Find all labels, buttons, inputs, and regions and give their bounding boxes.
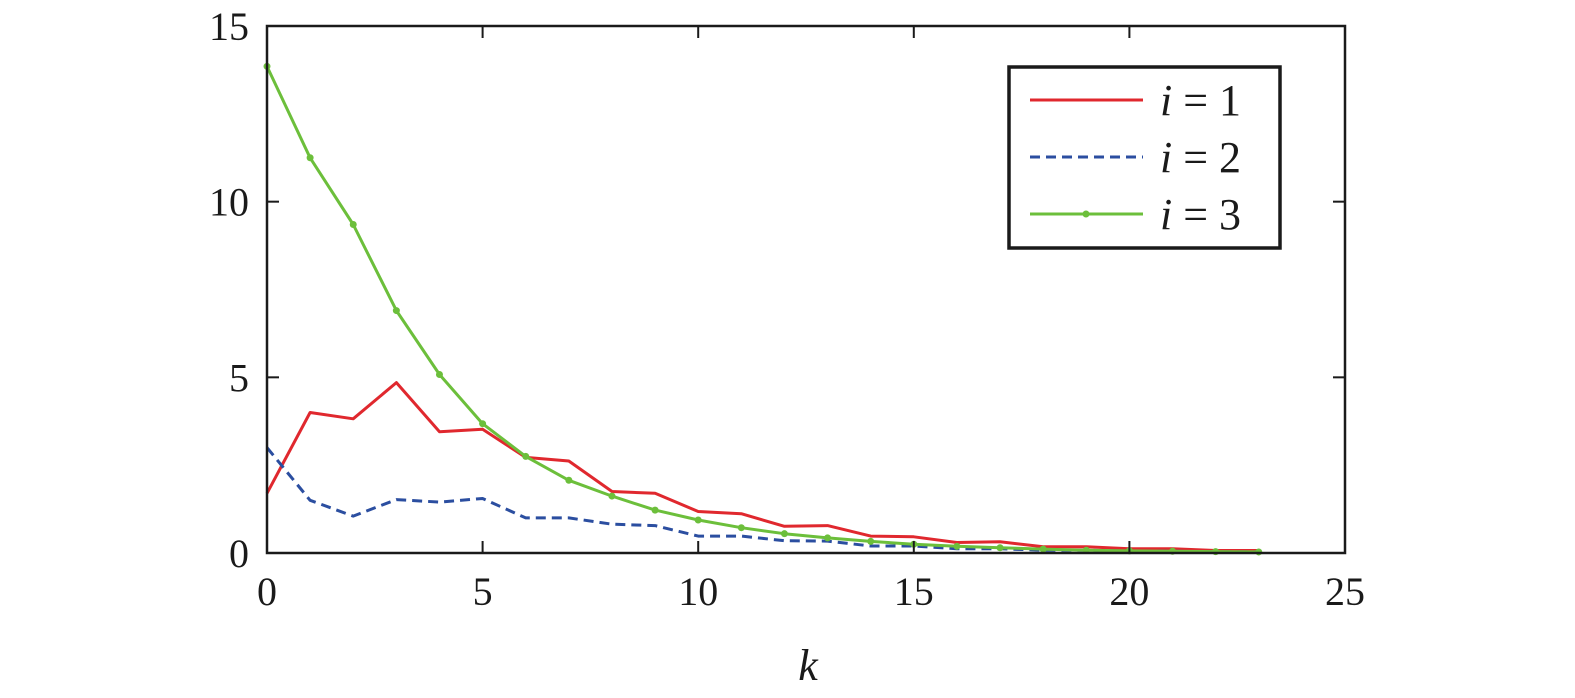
series-point	[953, 542, 961, 550]
series-point	[824, 534, 832, 542]
series-point	[608, 492, 616, 500]
series-point	[737, 524, 745, 532]
y-tick-label: 10	[209, 180, 249, 225]
tick-labels: 0 5 10 15 20 25 0 5 10 15	[209, 4, 1365, 614]
axes-frame	[265, 24, 1347, 555]
y-tick-label: 15	[209, 4, 249, 49]
x-tick-label: 20	[1109, 569, 1149, 614]
series-line	[265, 65, 1259, 554]
legend-label: i = 2	[1160, 133, 1241, 182]
y-tick-label: 5	[229, 355, 249, 400]
plot-lines	[263, 62, 1263, 556]
series-point	[565, 476, 573, 484]
series-point	[349, 221, 357, 229]
x-tick-label: 10	[678, 569, 718, 614]
series-line	[265, 446, 1259, 554]
series-point	[1039, 545, 1047, 553]
x-tick-label: 0	[257, 569, 277, 614]
legend-label: i = 1	[1160, 76, 1241, 125]
x-tick-label: 5	[473, 569, 493, 614]
legend-label: i = 3	[1160, 190, 1241, 239]
series-point	[780, 530, 788, 538]
series-point	[522, 452, 530, 460]
y-tick-label: 0	[229, 531, 249, 576]
legend: i = 1 i = 2 i = 3	[1007, 65, 1282, 250]
series-line	[265, 381, 1259, 552]
series-point	[392, 307, 400, 315]
series-point	[306, 154, 314, 162]
series-point	[435, 371, 443, 379]
series-point	[479, 420, 487, 428]
x-axis-label: k	[798, 641, 819, 690]
series-point	[996, 544, 1004, 552]
series-point	[694, 516, 702, 524]
series-point	[651, 506, 659, 514]
series-point	[867, 537, 875, 545]
axis-ticks	[266, 25, 1346, 554]
legend-marker	[1082, 210, 1090, 218]
x-tick-label: 25	[1325, 569, 1365, 614]
x-tick-label: 15	[894, 569, 934, 614]
